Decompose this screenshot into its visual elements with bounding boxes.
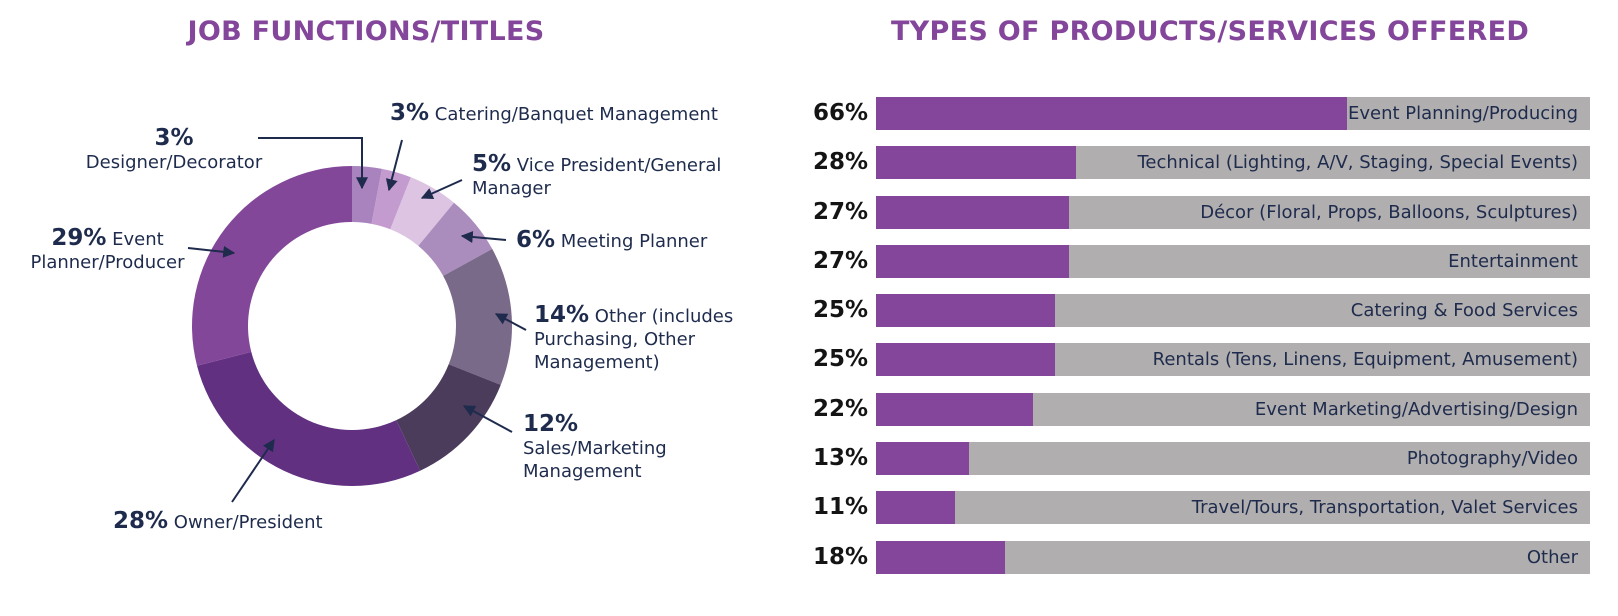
slice-name-vice-president: Vice President/General Manager: [472, 155, 722, 199]
bar-pct-label: 18%: [812, 544, 868, 570]
bar-category-label: Décor (Floral, Props, Balloons, Sculptur…: [1200, 202, 1578, 223]
label-vice-president: 5% Vice President/General Manager: [472, 153, 722, 200]
bar-track: Catering & Food Services: [876, 294, 1590, 327]
bar-fill: [876, 393, 1034, 426]
donut-slice-2: [390, 177, 454, 246]
bar-pct-label: 66%: [812, 100, 868, 126]
bar-track: Other: [876, 541, 1590, 574]
label-owner-president: 28% Owner/President: [113, 510, 323, 534]
slice-pct-meeting-planner: 6%: [516, 227, 556, 253]
bar-row: 28% Technical (Lighting, A/V, Staging, S…: [800, 146, 1590, 179]
donut-chart: [187, 137, 527, 503]
bar-pct-label: 25%: [812, 346, 868, 372]
donut-slice-7: [192, 166, 352, 366]
bar-category-label: Event Planning/Producing: [1347, 103, 1578, 124]
bar-category-label: Event Marketing/Advertising/Design: [1254, 399, 1578, 420]
slice-name-sales-marketing: Sales/Marketing Management: [523, 438, 667, 482]
bar-fill: [876, 294, 1055, 327]
bar-pct-label: 25%: [812, 297, 868, 323]
bar-chart-title: TYPES OF PRODUCTS/SERVICES OFFERED: [890, 16, 1530, 47]
slice-pct-sales-marketing: 12%: [523, 411, 579, 437]
arrow-owner-president: [231, 439, 275, 503]
donut-slice-5: [396, 364, 501, 471]
bar-row: 66% Event Planning/Producing: [800, 97, 1590, 130]
donut-slice-3: [418, 202, 493, 276]
slice-name-other: Other (includes Purchasing, Other Manage…: [534, 306, 734, 373]
bar-pct-label: 27%: [812, 248, 868, 274]
label-meeting-planner: 6% Meeting Planner: [516, 229, 707, 253]
bar-row: 25% Catering & Food Services: [800, 294, 1590, 327]
slice-pct-event-planner: 29%: [51, 225, 107, 251]
label-event-planner: 29% Event Planner/Producer: [20, 227, 195, 274]
bar-category-label: Technical (Lighting, A/V, Staging, Speci…: [1137, 152, 1579, 173]
arrow-sales-marketing: [462, 405, 513, 433]
bar-fill: [876, 245, 1069, 278]
bar-fill: [876, 196, 1069, 229]
bar-row: 25% Rentals (Tens, Linens, Equipment, Am…: [800, 343, 1590, 376]
slice-pct-designer: 3%: [154, 125, 194, 151]
bar-row: 18% Other: [800, 541, 1590, 574]
bar-category-label: Entertainment: [1448, 251, 1578, 272]
bar-row: 27% Décor (Floral, Props, Balloons, Scul…: [800, 196, 1590, 229]
slice-name-event-planner: Event Planner/Producer: [30, 229, 185, 273]
bar-fill: [876, 146, 1076, 179]
bar-track: Décor (Floral, Props, Balloons, Sculptur…: [876, 196, 1590, 229]
bar-category-label: Rentals (Tens, Linens, Equipment, Amusem…: [1152, 349, 1578, 370]
bar-row: 11% Travel/Tours, Transportation, Valet …: [800, 491, 1590, 524]
bar-row: 22% Event Marketing/Advertising/Design: [800, 393, 1590, 426]
bar-pct-label: 22%: [812, 396, 868, 422]
bar-category-label: Travel/Tours, Transportation, Valet Serv…: [1191, 497, 1578, 518]
arrow-vice-president: [420, 179, 463, 200]
donut-chart-title: JOB FUNCTIONS/TITLES: [187, 16, 545, 47]
slice-name-meeting-planner: Meeting Planner: [560, 231, 708, 252]
slice-name-owner-president: Owner/President: [173, 512, 323, 533]
bar-track: Technical (Lighting, A/V, Staging, Speci…: [876, 146, 1590, 179]
slice-pct-other: 14%: [534, 302, 590, 328]
bar-category-label: Other: [1526, 547, 1578, 568]
bar-fill: [876, 541, 1005, 574]
bar-fill: [876, 491, 955, 524]
slice-name-catering: Catering/Banquet Management: [434, 104, 718, 125]
slice-name-designer: Designer/Decorator: [85, 152, 263, 173]
bar-pct-label: 27%: [812, 199, 868, 225]
bar-track: Rentals (Tens, Linens, Equipment, Amusem…: [876, 343, 1590, 376]
bar-fill: [876, 97, 1348, 130]
arrow-catering: [385, 139, 403, 192]
slice-pct-owner-president: 28%: [113, 508, 169, 534]
donut-slice-1: [371, 168, 411, 230]
arrow-other: [494, 313, 527, 331]
bar-category-label: Photography/Video: [1406, 448, 1578, 469]
donut-slice-6: [197, 351, 421, 487]
bar-track: Photography/Video: [876, 442, 1590, 475]
bar-row: 13% Photography/Video: [800, 442, 1590, 475]
donut-slice-4: [443, 248, 512, 385]
label-catering-banquet: 3% Catering/Banquet Management: [390, 102, 718, 126]
arrow-meeting-planner: [460, 231, 507, 243]
label-other-management: 14% Other (includes Purchasing, Other Ma…: [534, 304, 734, 374]
bar-track: Travel/Tours, Transportation, Valet Serv…: [876, 491, 1590, 524]
bar-row: 27% Entertainment: [800, 245, 1590, 278]
bar-category-label: Catering & Food Services: [1350, 300, 1578, 321]
slice-pct-vice-president: 5%: [472, 151, 512, 177]
slice-pct-catering: 3%: [390, 100, 430, 126]
bar-fill: [876, 343, 1055, 376]
bar-pct-label: 28%: [812, 149, 868, 175]
arrow-designer: [258, 137, 368, 190]
bar-track: Event Planning/Producing: [876, 97, 1590, 130]
bar-fill: [876, 442, 969, 475]
bar-track: Event Marketing/Advertising/Design: [876, 393, 1590, 426]
bar-pct-label: 11%: [812, 494, 868, 520]
label-designer-decorator: 3% Designer/Decorator: [84, 127, 264, 174]
label-sales-marketing: 12% Sales/Marketing Management: [523, 413, 673, 483]
bar-track: Entertainment: [876, 245, 1590, 278]
bar-pct-label: 13%: [812, 445, 868, 471]
arrow-event-planner: [187, 245, 236, 258]
